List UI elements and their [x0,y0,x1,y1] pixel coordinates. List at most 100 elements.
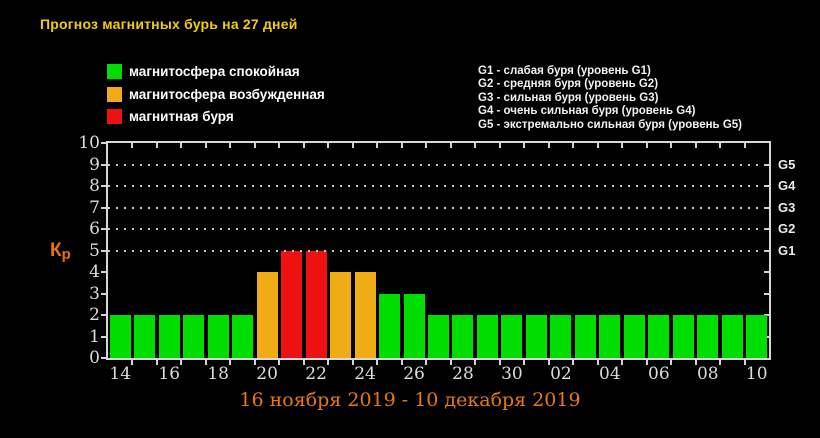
y-tick-left [101,292,106,295]
bar-day-16 [158,315,180,358]
bar-day-01 [525,315,547,358]
legend-swatch-storm [107,109,122,124]
storm-scale-list: G1 - слабая буря (уровень G1) G2 - средня… [478,65,742,132]
x-tick-top [278,143,281,148]
x-tick-bottom [719,360,722,365]
gridline-kp8 [108,185,769,187]
x-tick-top [155,143,158,148]
x-tick-top [180,143,183,148]
x-tick-top [253,143,256,148]
bar-day-14 [109,315,131,358]
x-axis-tick-label: 26 [403,364,425,384]
x-tick-top [547,143,550,148]
y-tick-right [764,292,769,295]
y-tick-left [101,185,106,187]
y-axis-tick-label: 1 [89,326,100,347]
plot-area [106,141,771,360]
right-axis-label-g3: G3 [778,199,796,215]
x-tick-bottom [229,360,232,365]
bar-day-20 [256,272,278,358]
legend-item: магнитная буря [107,109,325,124]
x-tick-bottom [253,360,256,365]
x-tick-bottom [180,360,183,365]
y-axis-tick-label: 5 [89,240,100,261]
x-tick-top [351,143,354,148]
bar-day-08 [697,315,719,358]
bar-day-09 [721,315,743,358]
storm-scale-line-4: G4 - очень сильная буря (уровень G4) [478,105,696,118]
x-tick-top [327,143,330,148]
legend-item-label: магнитосфера спокойная [129,64,300,79]
x-tick-top [376,143,379,148]
x-axis-tick-label: 28 [452,364,474,384]
x-axis-tick-label: 06 [648,364,670,384]
right-axis-label-g1: G1 [778,242,796,258]
y-tick-left [101,228,106,230]
x-tick-bottom [523,360,526,365]
legend-item-label: магнитная буря [129,109,234,124]
y-tick-left [101,249,106,252]
x-axis-tick-label: 16 [158,364,181,384]
x-tick-top [449,143,452,148]
x-tick-bottom [694,360,697,365]
y-axis-tick-label: 2 [89,305,100,325]
bar-day-24 [354,272,376,358]
y-tick-left [101,163,106,166]
x-tick-bottom [155,360,158,365]
x-tick-bottom [400,360,403,365]
legend-item: магнитосфера возбужденная [107,86,325,102]
gridline-kp7 [108,206,769,209]
legend-item: магнитосфера спокойная [107,64,325,79]
gridline-kp6 [108,228,769,230]
y-axis-tick-label: 3 [89,283,100,304]
y-tick-left [101,357,106,359]
bar-day-19 [232,315,254,358]
x-tick-top [229,143,232,148]
x-tick-top [719,143,722,148]
right-axis-label-g5: G5 [778,156,796,172]
x-axis-tick-label: 30 [501,364,523,384]
right-axis-label-g4: G4 [778,178,796,193]
x-tick-bottom [376,360,379,365]
y-tick-right [764,271,769,273]
bar-day-18 [207,315,229,358]
x-axis-tick-label: 18 [207,364,229,384]
x-axis-tick-label: 04 [599,364,621,384]
bar-day-03 [574,315,596,358]
x-tick-top [400,143,403,148]
x-tick-top [670,143,673,148]
x-tick-bottom [621,360,624,365]
bar-day-27 [428,315,449,358]
x-tick-bottom [351,360,354,365]
y-tick-left [101,206,106,209]
storm-scale-line-5: G5 - экстремально сильная буря (уровень … [478,118,742,131]
x-tick-bottom [474,360,477,365]
x-tick-bottom [278,360,281,365]
x-tick-top [474,143,477,148]
bar-day-06 [648,315,670,358]
y-axis-tick-label: 8 [89,176,100,196]
y-axis-title-sub: р [61,246,71,263]
y-tick-left [101,335,106,338]
x-tick-bottom [131,360,134,365]
x-tick-top [498,143,501,148]
date-range-caption: 16 ноября 2019 - 10 декабря 2019 [239,389,581,411]
y-axis-title-main: К [50,240,62,261]
x-tick-top [302,143,305,148]
bar-day-26 [403,293,425,358]
bar-day-28 [452,315,474,358]
bar-day-04 [599,315,621,358]
bar-day-21 [281,250,303,358]
bar-day-25 [379,293,401,358]
x-tick-top [694,143,697,148]
gridline-kp9 [108,163,769,166]
x-tick-bottom [645,360,648,365]
bar-day-02 [550,315,572,358]
x-tick-bottom [743,360,746,365]
x-axis-tick-label: 20 [256,364,278,384]
bar-day-17 [183,315,205,358]
x-tick-bottom [204,360,207,365]
x-tick-bottom [302,360,305,365]
y-axis-title: Кр [50,240,71,263]
